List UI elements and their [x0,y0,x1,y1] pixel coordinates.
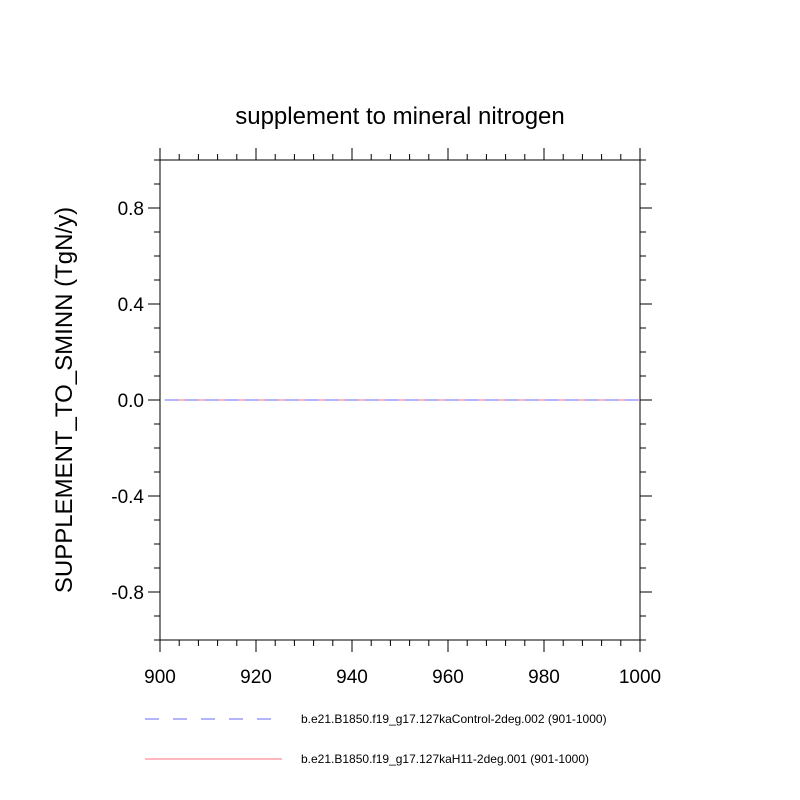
x-axis-ticks: 900 920 940 960 980 1000 [144,148,661,688]
x-tick-label: 960 [432,667,464,688]
chart-title: supplement to mineral nitrogen [235,103,565,130]
legend-label: b.e21.B1850.f19_g17.127kaH11-2deg.001 (9… [301,752,589,766]
x-tick-label: 900 [144,667,176,688]
y-tick-label: 0.0 [118,391,144,412]
y-tick-label: 0.4 [118,295,145,316]
y-tick-label: -0.8 [111,583,144,604]
x-tick-label: 1000 [619,667,661,688]
y-axis-label: SUPPLEMENT_TO_SMINN (TgN/y) [51,207,78,593]
y-tick-label: -0.4 [111,487,144,508]
legend: b.e21.B1850.f19_g17.127kaControl-2deg.00… [145,712,607,766]
y-tick-label: 0.8 [118,199,144,220]
legend-label: b.e21.B1850.f19_g17.127kaControl-2deg.00… [301,712,607,726]
y-axis-ticks: 0.8 0.4 0.0 -0.4 -0.8 [111,159,652,641]
x-tick-label: 940 [336,667,368,688]
x-tick-label: 980 [528,667,560,688]
x-tick-label: 920 [240,667,272,688]
